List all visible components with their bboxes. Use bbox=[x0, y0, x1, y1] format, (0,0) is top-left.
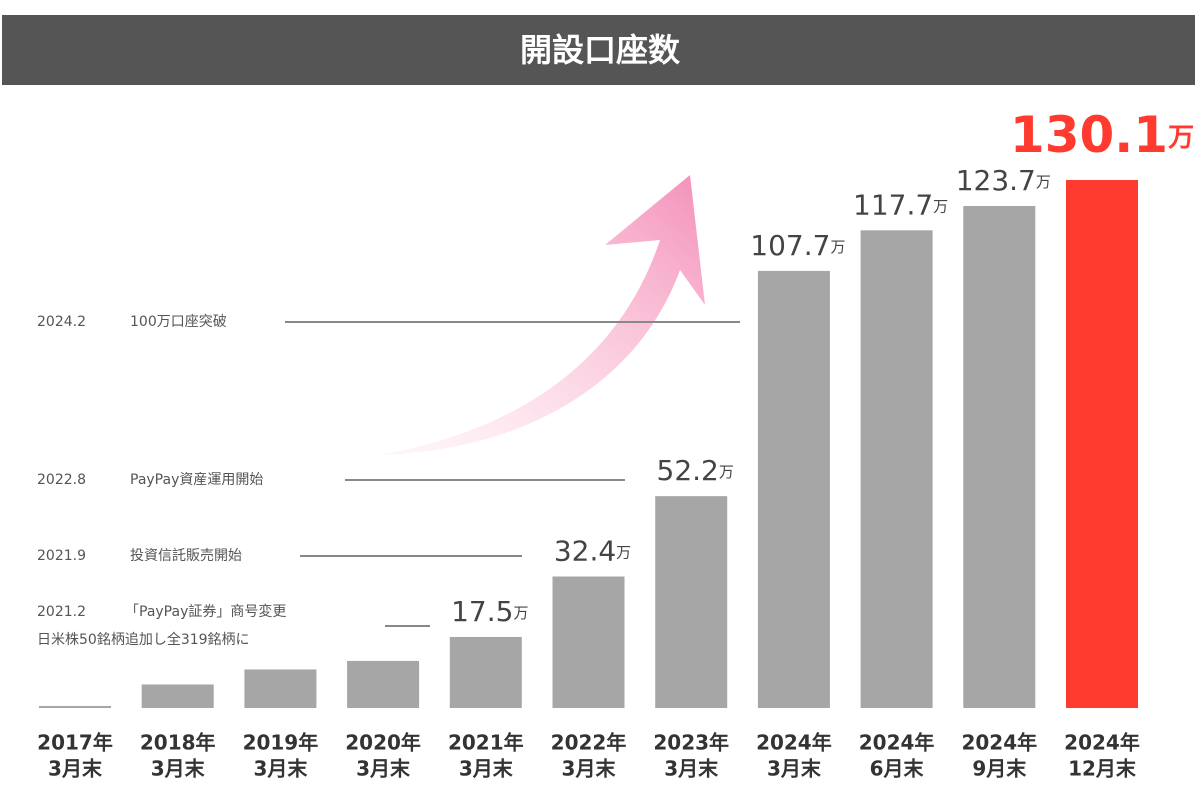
bar bbox=[655, 496, 728, 708]
annotation-text: 日米株50銘柄追加し全319銘柄に bbox=[37, 631, 250, 648]
x-tick-label: 2024年 bbox=[1064, 731, 1140, 755]
title-bar bbox=[2, 15, 1195, 85]
bar bbox=[141, 684, 214, 708]
annotation-date: 2021.9 bbox=[37, 548, 86, 564]
x-tick-label: 2017年 bbox=[37, 731, 113, 755]
x-tick-label: 2018年 bbox=[140, 731, 216, 755]
x-tick-label: 3月末 bbox=[562, 757, 617, 781]
x-tick-label: 6月末 bbox=[870, 757, 925, 781]
bar bbox=[347, 660, 420, 708]
bar bbox=[449, 636, 522, 708]
x-tick-label: 12月末 bbox=[1068, 757, 1137, 781]
x-tick-label: 2024年 bbox=[756, 731, 832, 755]
bar bbox=[244, 669, 317, 708]
chart-title: 開設口座数 bbox=[520, 31, 681, 69]
value-label: 130.1万 bbox=[1010, 106, 1194, 164]
value-label: 123.7万 bbox=[956, 164, 1051, 197]
annotation-date: 2024.2 bbox=[37, 314, 86, 330]
value-label: 107.7万 bbox=[750, 229, 845, 262]
bar bbox=[963, 205, 1036, 708]
bar bbox=[1066, 180, 1138, 708]
annotation-date: 2022.8 bbox=[37, 472, 86, 488]
annotation-text: 100万口座突破 bbox=[130, 314, 227, 330]
x-tick-label: 2019年 bbox=[243, 731, 319, 755]
value-label: 32.4万 bbox=[554, 535, 631, 568]
x-tick-label: 3月末 bbox=[767, 757, 822, 781]
x-tick-label: 2023年 bbox=[653, 731, 729, 755]
x-tick-label: 3月末 bbox=[356, 757, 411, 781]
x-tick-label: 2020年 bbox=[345, 731, 421, 755]
annotation-text: 「PayPay証券」商号変更 bbox=[125, 603, 286, 620]
annotation-text: PayPay資産運用開始 bbox=[130, 472, 263, 488]
x-tick-label: 2024年 bbox=[961, 731, 1037, 755]
value-label: 117.7万 bbox=[853, 188, 948, 221]
bar bbox=[860, 230, 933, 708]
x-tick-label: 2024年 bbox=[859, 731, 935, 755]
growth-arrow bbox=[380, 175, 705, 455]
annotation-text: 投資信託販売開始 bbox=[130, 548, 242, 564]
value-label: 17.5万 bbox=[451, 595, 528, 628]
x-tick-label: 2021年 bbox=[448, 731, 524, 755]
x-tick-label: 2022年 bbox=[551, 731, 627, 755]
x-tick-label: 3月末 bbox=[664, 757, 719, 781]
bar bbox=[39, 705, 111, 708]
x-tick-label: 3月末 bbox=[459, 757, 514, 781]
x-tick-label: 9月末 bbox=[972, 757, 1027, 781]
bar bbox=[552, 576, 625, 708]
bar bbox=[757, 270, 830, 708]
value-label: 52.2万 bbox=[657, 454, 734, 487]
x-tick-label: 3月末 bbox=[151, 757, 206, 781]
x-tick-label: 3月末 bbox=[253, 757, 308, 781]
annotation-date: 2021.2 bbox=[37, 604, 86, 620]
x-tick-label: 3月末 bbox=[48, 757, 103, 781]
